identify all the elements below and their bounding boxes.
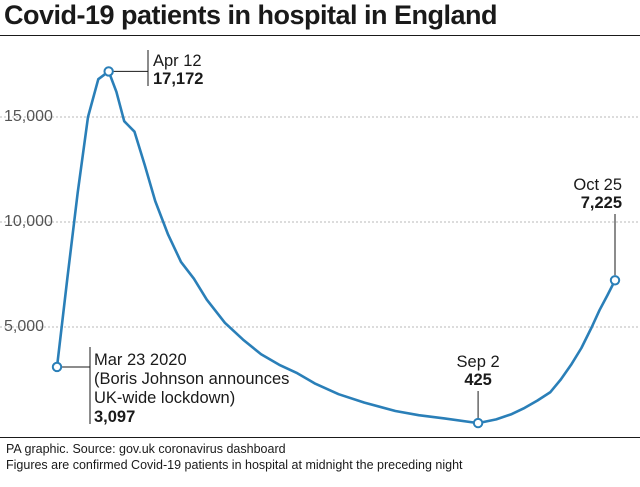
annotation-label: (Boris Johnson announces — [94, 370, 289, 388]
annotation-value: 7,225 — [581, 194, 622, 212]
top-rule — [0, 35, 640, 36]
bottom-rule — [0, 437, 640, 438]
annotation-label: Mar 23 2020 — [94, 351, 187, 369]
annotation-point-marker — [103, 66, 114, 77]
y-tick-label-15000: 15,000 — [4, 108, 53, 125]
annotation-value: 17,172 — [153, 70, 203, 88]
annotation-label: Apr 12 — [153, 52, 202, 70]
y-tick-label-10000: 10,000 — [4, 213, 53, 230]
annotation-value: 425 — [464, 371, 492, 389]
annotation-label: UK-wide lockdown) — [94, 389, 235, 407]
annotation-2020-03-23: Mar 23 2020(Boris Johnson announcesUK-wi… — [51, 347, 289, 426]
series-line — [55, 70, 617, 425]
annotation-label: Oct 25 — [573, 176, 622, 194]
annotation-value: 3,097 — [94, 408, 135, 426]
hospital-patients-line — [55, 70, 617, 425]
annotation-2020-10-25: Oct 257,225 — [573, 176, 622, 286]
y-tick-label-5000: 5,000 — [4, 318, 44, 335]
chart-title: Covid-19 patients in hospital in England — [4, 0, 498, 30]
annotation-point-marker — [472, 417, 484, 429]
footer-note: Figures are confirmed Covid-19 patients … — [6, 458, 463, 472]
annotation-point-marker — [609, 275, 621, 286]
annotation-point-marker — [51, 361, 63, 373]
footer-source: PA graphic. Source: gov.uk coronavirus d… — [6, 442, 286, 456]
annotation-label: Sep 2 — [457, 353, 500, 371]
y-tick-labels: 5,000 10,000 15,000 — [4, 108, 53, 335]
gridlines — [0, 116, 640, 328]
annotations: Mar 23 2020(Boris Johnson announcesUK-wi… — [51, 50, 622, 429]
